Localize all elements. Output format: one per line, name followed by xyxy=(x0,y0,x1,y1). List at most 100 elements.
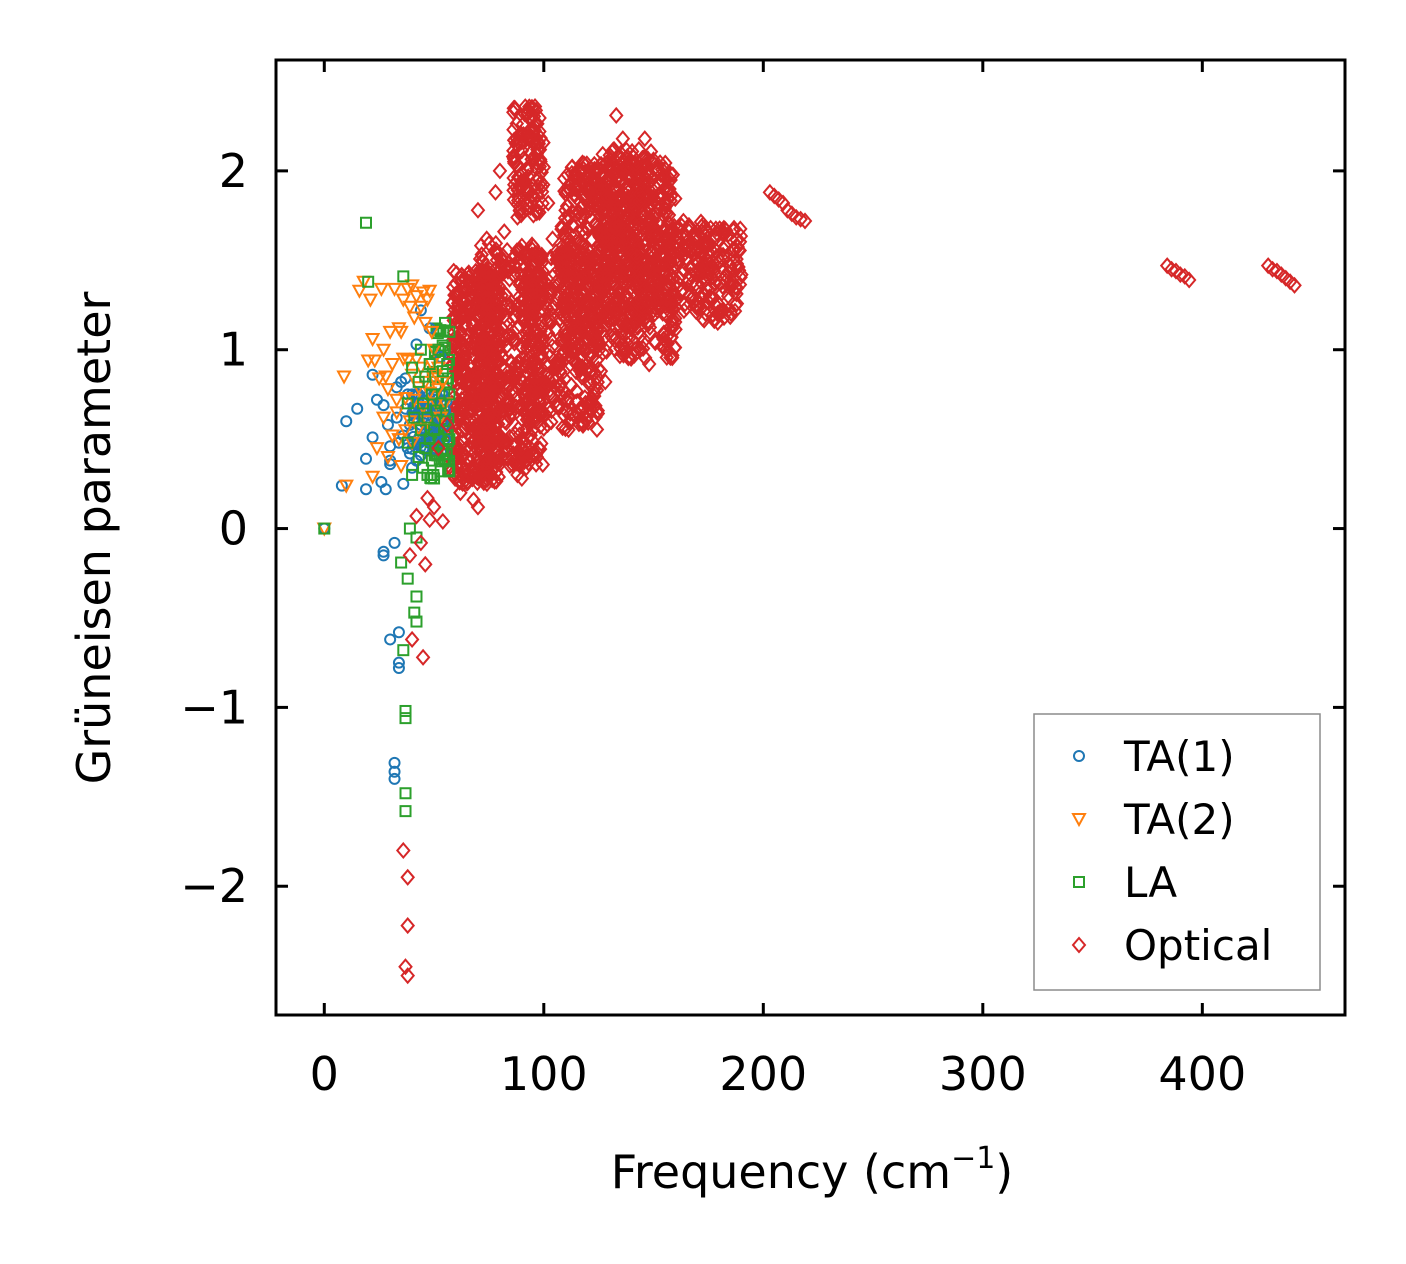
data-point xyxy=(560,197,575,215)
legend-label: LA xyxy=(1124,858,1177,907)
data-point xyxy=(566,217,581,235)
data-point xyxy=(525,132,541,150)
data-point xyxy=(1181,271,1197,289)
data-point xyxy=(542,343,557,361)
data-point xyxy=(545,337,560,356)
data-point xyxy=(413,300,429,315)
data-point xyxy=(514,237,530,255)
data-point xyxy=(608,300,624,318)
data-point xyxy=(534,274,549,292)
data-point xyxy=(562,316,578,334)
data-point xyxy=(611,285,627,303)
data-point xyxy=(445,293,461,311)
data-point xyxy=(626,231,641,249)
data-point xyxy=(501,255,516,273)
data-point xyxy=(732,241,748,260)
data-point xyxy=(716,301,732,319)
data-point xyxy=(507,425,523,443)
data-point xyxy=(597,179,612,197)
data-point xyxy=(577,164,592,182)
data-point xyxy=(400,917,416,935)
data-point xyxy=(494,448,510,466)
data-point xyxy=(517,151,533,170)
data-point xyxy=(380,383,396,398)
data-point xyxy=(632,185,648,203)
y-tick-label: −1 xyxy=(180,680,248,734)
data-point xyxy=(549,359,565,377)
data-point xyxy=(521,322,536,340)
data-point xyxy=(466,340,481,358)
data-point xyxy=(563,225,578,243)
data-point xyxy=(707,274,723,293)
data-point xyxy=(483,266,499,284)
data-point xyxy=(516,267,532,285)
data-point xyxy=(532,417,548,435)
data-point xyxy=(422,511,437,529)
data-point xyxy=(571,286,586,304)
y-tick-label: −2 xyxy=(180,859,248,913)
data-point xyxy=(449,396,465,414)
data-point xyxy=(664,292,679,310)
data-point xyxy=(393,459,409,475)
data-point xyxy=(388,765,401,778)
data-point xyxy=(470,498,486,516)
data-point xyxy=(571,233,587,251)
data-point xyxy=(506,453,522,471)
data-point xyxy=(619,257,634,275)
data-point xyxy=(590,402,606,420)
data-point xyxy=(417,555,433,573)
data-point xyxy=(395,352,411,367)
data-point xyxy=(479,469,495,488)
data-point xyxy=(593,156,608,174)
data-point xyxy=(595,205,611,223)
data-point xyxy=(492,345,508,363)
data-point xyxy=(545,230,560,248)
data-point xyxy=(377,399,390,412)
data-point xyxy=(530,249,545,267)
data-point xyxy=(665,166,681,184)
data-point xyxy=(788,208,804,226)
data-point xyxy=(384,633,397,646)
data-point xyxy=(703,241,718,259)
data-point xyxy=(653,237,669,255)
data-point xyxy=(620,206,636,224)
x-tick-label: 200 xyxy=(719,1047,807,1101)
x-tick-label: 100 xyxy=(500,1047,588,1101)
data-point xyxy=(371,372,387,387)
data-point xyxy=(528,406,543,424)
data-point xyxy=(397,644,410,657)
data-point xyxy=(621,170,636,188)
data-point xyxy=(390,411,403,424)
data-point xyxy=(421,411,434,424)
data-point xyxy=(382,325,398,340)
data-point xyxy=(606,140,622,158)
data-point xyxy=(479,426,494,444)
data-point xyxy=(555,278,571,296)
data-point xyxy=(507,307,523,325)
data-point xyxy=(421,468,434,481)
data-point xyxy=(619,148,635,166)
data-point xyxy=(388,536,401,549)
data-point xyxy=(417,397,430,410)
data-point xyxy=(492,263,508,281)
data-point xyxy=(480,383,495,402)
data-point xyxy=(523,331,538,349)
data-point xyxy=(428,472,441,485)
data-point xyxy=(471,437,487,455)
data-point xyxy=(581,293,597,311)
data-point xyxy=(618,340,633,358)
data-point xyxy=(596,201,612,219)
data-point xyxy=(696,311,712,329)
data-point xyxy=(544,313,559,331)
data-point xyxy=(474,246,490,264)
data-point xyxy=(380,451,396,466)
data-point xyxy=(434,397,447,410)
data-point xyxy=(415,648,431,666)
data-point xyxy=(612,187,628,205)
data-point xyxy=(406,311,422,326)
data-point xyxy=(362,275,375,288)
data-point xyxy=(1287,276,1302,294)
data-point xyxy=(530,133,546,151)
data-point xyxy=(519,353,534,371)
